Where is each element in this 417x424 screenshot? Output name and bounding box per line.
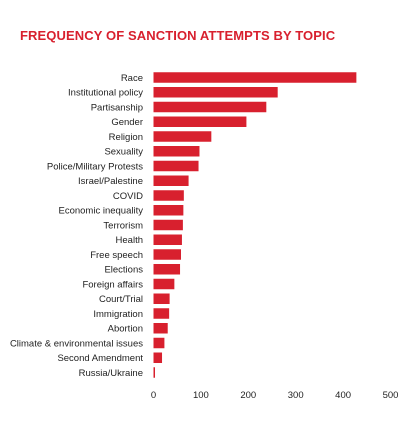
bar xyxy=(153,234,182,245)
bar xyxy=(153,205,184,216)
bar xyxy=(153,352,163,363)
bar xyxy=(153,72,357,83)
category-label: COVID xyxy=(113,191,143,202)
category-label: Religion xyxy=(109,132,143,143)
category-label: Elections xyxy=(104,265,143,276)
category-label: Court/Trial xyxy=(99,294,143,305)
chart-title: FREQUENCY OF SANCTION ATTEMPTS BY TOPIC xyxy=(20,28,336,43)
category-label: Institutional policy xyxy=(68,88,143,99)
category-label: Sexuality xyxy=(104,147,143,158)
category-label: Foreign affairs xyxy=(82,279,143,290)
bar xyxy=(153,131,212,142)
category-label: Gender xyxy=(111,117,143,128)
bar xyxy=(153,190,184,201)
bar xyxy=(153,146,200,157)
bars-group xyxy=(153,72,357,378)
bar xyxy=(153,116,247,127)
category-label: Economic inequality xyxy=(59,206,144,217)
category-label: Partisanship xyxy=(91,102,143,113)
bar xyxy=(153,219,183,231)
category-label: Free speech xyxy=(90,250,143,261)
bar xyxy=(153,308,170,319)
bar xyxy=(153,264,181,275)
bar xyxy=(153,278,175,290)
category-label: Second Amendment xyxy=(57,353,143,364)
category-label: Terrorism xyxy=(103,220,143,231)
bar xyxy=(153,160,199,172)
bar xyxy=(153,249,181,260)
bar xyxy=(153,87,278,98)
category-label: Police/Military Protests xyxy=(47,161,143,172)
category-label: Climate & environmental issues xyxy=(10,338,143,349)
bar xyxy=(153,323,168,334)
x-tick-label: 400 xyxy=(335,390,351,401)
x-tick-label: 300 xyxy=(288,390,304,401)
category-label: Race xyxy=(121,73,143,84)
x-tick-label: 200 xyxy=(240,390,256,401)
bar xyxy=(153,293,170,304)
bar xyxy=(153,175,189,186)
bar xyxy=(153,101,267,113)
category-label: Abortion xyxy=(108,324,143,335)
category-label: Immigration xyxy=(93,309,143,320)
bar xyxy=(153,337,165,349)
x-tick-label: 100 xyxy=(193,390,209,401)
category-labels: Race Institutional policy Partisanship Gend… xyxy=(10,73,143,379)
x-tick-label: 0 xyxy=(151,390,156,401)
bar xyxy=(153,367,155,378)
x-tick-label: 500 xyxy=(383,390,399,401)
x-tick-labels: 0 100 200 300 400 500 xyxy=(151,390,399,401)
category-label: Israel/Palestine xyxy=(78,176,143,187)
category-label: Health xyxy=(116,235,143,246)
category-label: Russia/Ukraine xyxy=(79,368,143,379)
